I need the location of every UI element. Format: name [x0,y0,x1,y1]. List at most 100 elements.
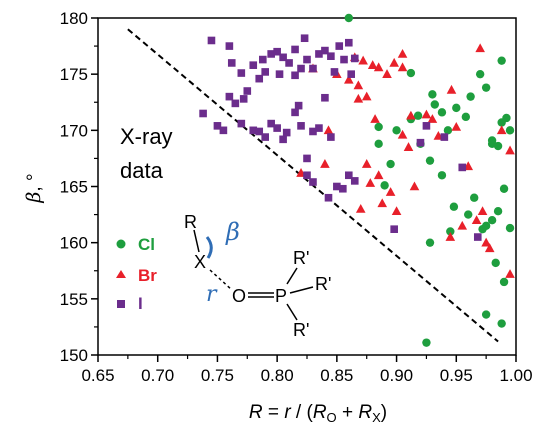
point-br [457,220,468,230]
series-cl [344,13,515,347]
point-cl [425,238,435,247]
point-br [389,57,399,67]
point-br [505,145,515,155]
point-cl [499,184,509,193]
point-cl [464,210,473,219]
point-cl [497,56,506,65]
point-cl [374,139,383,149]
point-i [473,233,482,241]
point-i [330,68,339,76]
y-tick-label: 160 [60,234,88,253]
point-i [303,55,311,64]
point-cl [428,90,437,99]
point-i [291,71,299,80]
point-i [339,184,347,193]
y-tick-label: 180 [60,9,88,28]
point-br [403,142,414,151]
point-i [279,135,287,144]
point-br [397,62,408,72]
x-tick-label: 0.70 [141,366,174,385]
y-tick-label: 175 [60,65,88,84]
point-cl [437,108,447,117]
point-i [303,154,311,163]
legend-marker-i [117,300,125,308]
point-i [458,163,467,172]
data-points [199,13,515,347]
point-i [231,99,240,108]
point-br [365,178,376,187]
point-i [213,122,222,130]
point-i [279,53,287,62]
point-br [421,109,432,119]
point-br [505,269,515,278]
point-i [297,64,305,73]
point-cl [386,159,395,169]
point-i [321,93,329,102]
point-i [285,59,293,67]
point-cl [392,126,401,135]
point-i [333,182,341,191]
legend-label-i: I [138,294,143,313]
point-i [309,64,317,73]
point-cl [502,113,511,123]
series-br [296,43,515,278]
point-cl [466,92,475,101]
point-i [300,34,309,43]
point-i [350,177,359,185]
point-br [373,62,384,72]
point-br [406,110,416,120]
y-tick-label: 150 [60,346,88,365]
point-cl [481,221,491,231]
point-i [324,193,333,202]
point-br [471,215,482,224]
point-i [350,54,359,63]
point-br [427,114,438,123]
legend-label-cl: Cl [138,235,155,254]
point-i [237,69,246,77]
annotation-line2: data [120,158,164,183]
point-i [390,225,398,233]
point-i [261,68,269,76]
y-tick-label: 155 [60,290,88,309]
atom-r: R [184,212,197,232]
point-br [323,125,334,135]
point-cl [413,111,423,120]
point-br [446,84,457,94]
point-i [291,108,299,117]
molecule-diagram: R X β r O P R' R' R' [184,212,331,340]
point-i [227,59,236,67]
point-i [219,126,228,135]
point-br [353,93,364,103]
y-tick-label: 165 [60,178,88,197]
x-axis-title: R = r / (RO + RX) [249,402,387,425]
axis-ticks [91,17,517,362]
point-i [207,36,216,45]
point-br [477,206,488,216]
substituent-2: R' [315,274,331,294]
point-br [370,114,380,123]
point-i [259,55,267,64]
point-cl [406,68,416,78]
point-i [440,133,449,141]
point-i [327,52,335,60]
point-br [397,129,408,139]
point-cl [481,310,491,319]
point-br [358,55,368,65]
point-br [344,74,354,84]
point-br [367,60,378,69]
point-cl [493,141,503,151]
y-axis-title: β, ° [23,173,45,203]
point-cl [505,126,515,135]
point-cl [470,193,479,202]
point-cl [499,277,509,287]
atom-x: X [194,252,206,272]
x-tick-label: 1.00 [499,366,532,385]
x-tick-label: 0.75 [201,366,234,385]
point-cl [374,122,383,132]
point-i [282,128,291,137]
point-cl [481,83,491,92]
x-tick-label: 0.85 [320,366,353,385]
point-i [225,92,234,101]
legend-label-br: Br [138,266,157,285]
bond-p-r2 [289,286,314,294]
